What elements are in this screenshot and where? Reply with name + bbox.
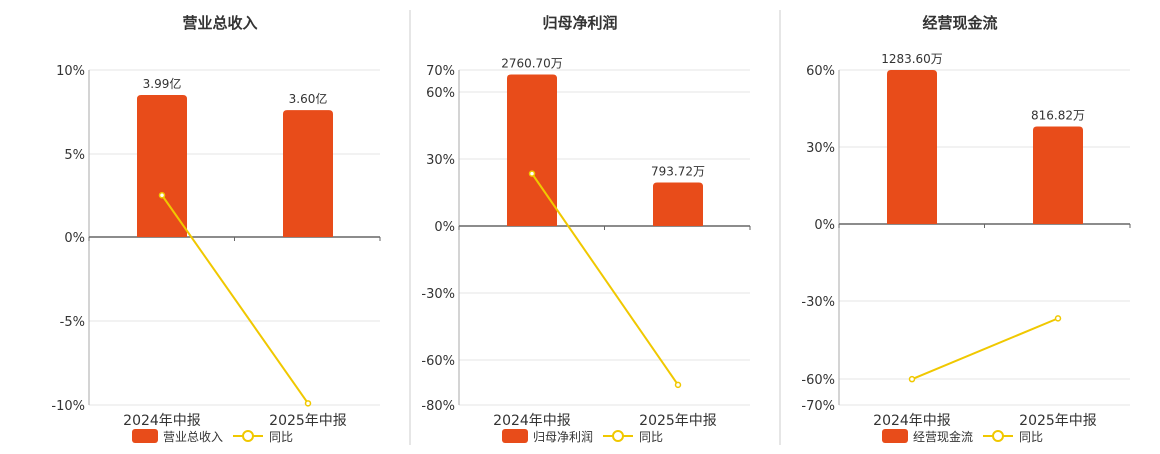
legend-line-marker	[992, 430, 1004, 442]
y-tick-label: -60%	[421, 354, 455, 369]
yoy-line	[911, 317, 1059, 381]
x-tick-label: 2024年中报	[123, 413, 201, 429]
y-tick-label: 0%	[64, 231, 85, 246]
y-tick-label: -70%	[801, 399, 835, 414]
yoy-point	[1054, 315, 1062, 322]
bar	[887, 70, 937, 224]
y-tick-label: 60%	[426, 86, 455, 101]
y-tick-label: -30%	[421, 287, 455, 302]
y-tick-label: 60%	[806, 64, 835, 79]
bar	[137, 95, 187, 237]
bar-data-label: 816.82万	[1031, 108, 1085, 122]
y-tick-label: -10%	[51, 399, 85, 414]
y-tick-label: 0%	[434, 220, 455, 235]
y-tick-label: -80%	[421, 399, 455, 414]
bar	[653, 182, 703, 226]
bar	[1033, 126, 1083, 224]
chart-title: 营业总收入	[182, 14, 257, 32]
bar-data-label: 3.99亿	[143, 76, 182, 91]
x-tick-label: 2024年中报	[873, 413, 951, 429]
legend-line-label: 同比	[639, 430, 663, 444]
yoy-point	[158, 192, 166, 199]
legend-line-marker	[242, 430, 254, 442]
chart-title: 归母净利润	[542, 14, 617, 32]
x-tick-label: 2025年中报	[269, 413, 347, 429]
y-tick-label: -60%	[801, 373, 835, 388]
legend-bar-swatch	[502, 429, 528, 443]
y-tick-label: 10%	[56, 64, 85, 79]
y-tick-label: 0%	[814, 218, 835, 233]
legend-line-marker	[612, 430, 624, 442]
legend-bar-label: 经营现金流	[913, 429, 973, 444]
y-tick-label: -5%	[60, 315, 85, 330]
bar-data-label: 1283.60万	[881, 52, 943, 66]
legend-bar-swatch	[882, 429, 908, 443]
y-tick-label: 30%	[806, 141, 835, 156]
x-tick-label: 2024年中报	[493, 413, 571, 429]
legend-line-label: 同比	[269, 430, 293, 444]
yoy-line	[161, 194, 309, 404]
yoy-point	[528, 170, 536, 177]
yoy-point	[908, 375, 916, 383]
legend-line-label: 同比	[1019, 430, 1043, 444]
bar-data-label: 2760.70万	[501, 56, 563, 70]
yoy-line	[531, 173, 679, 386]
legend-bar-label: 营业总收入	[163, 430, 223, 444]
y-tick-label: 30%	[426, 153, 455, 168]
x-tick-label: 2025年中报	[639, 413, 717, 429]
y-tick-label: -30%	[801, 295, 835, 310]
x-tick-label: 2025年中报	[1019, 413, 1097, 429]
y-tick-label: 70%	[426, 64, 455, 79]
y-tick-label: 5%	[64, 148, 85, 163]
legend-bar-label: 归母净利润	[533, 430, 593, 444]
yoy-point	[304, 400, 312, 407]
yoy-point	[674, 381, 682, 389]
legend-bar-swatch	[132, 429, 158, 443]
bar	[507, 74, 557, 226]
bar-data-label: 3.60亿	[289, 91, 328, 106]
bar-data-label: 793.72万	[651, 165, 705, 179]
chart-title: 经营现金流	[922, 14, 997, 32]
bar	[283, 110, 333, 237]
